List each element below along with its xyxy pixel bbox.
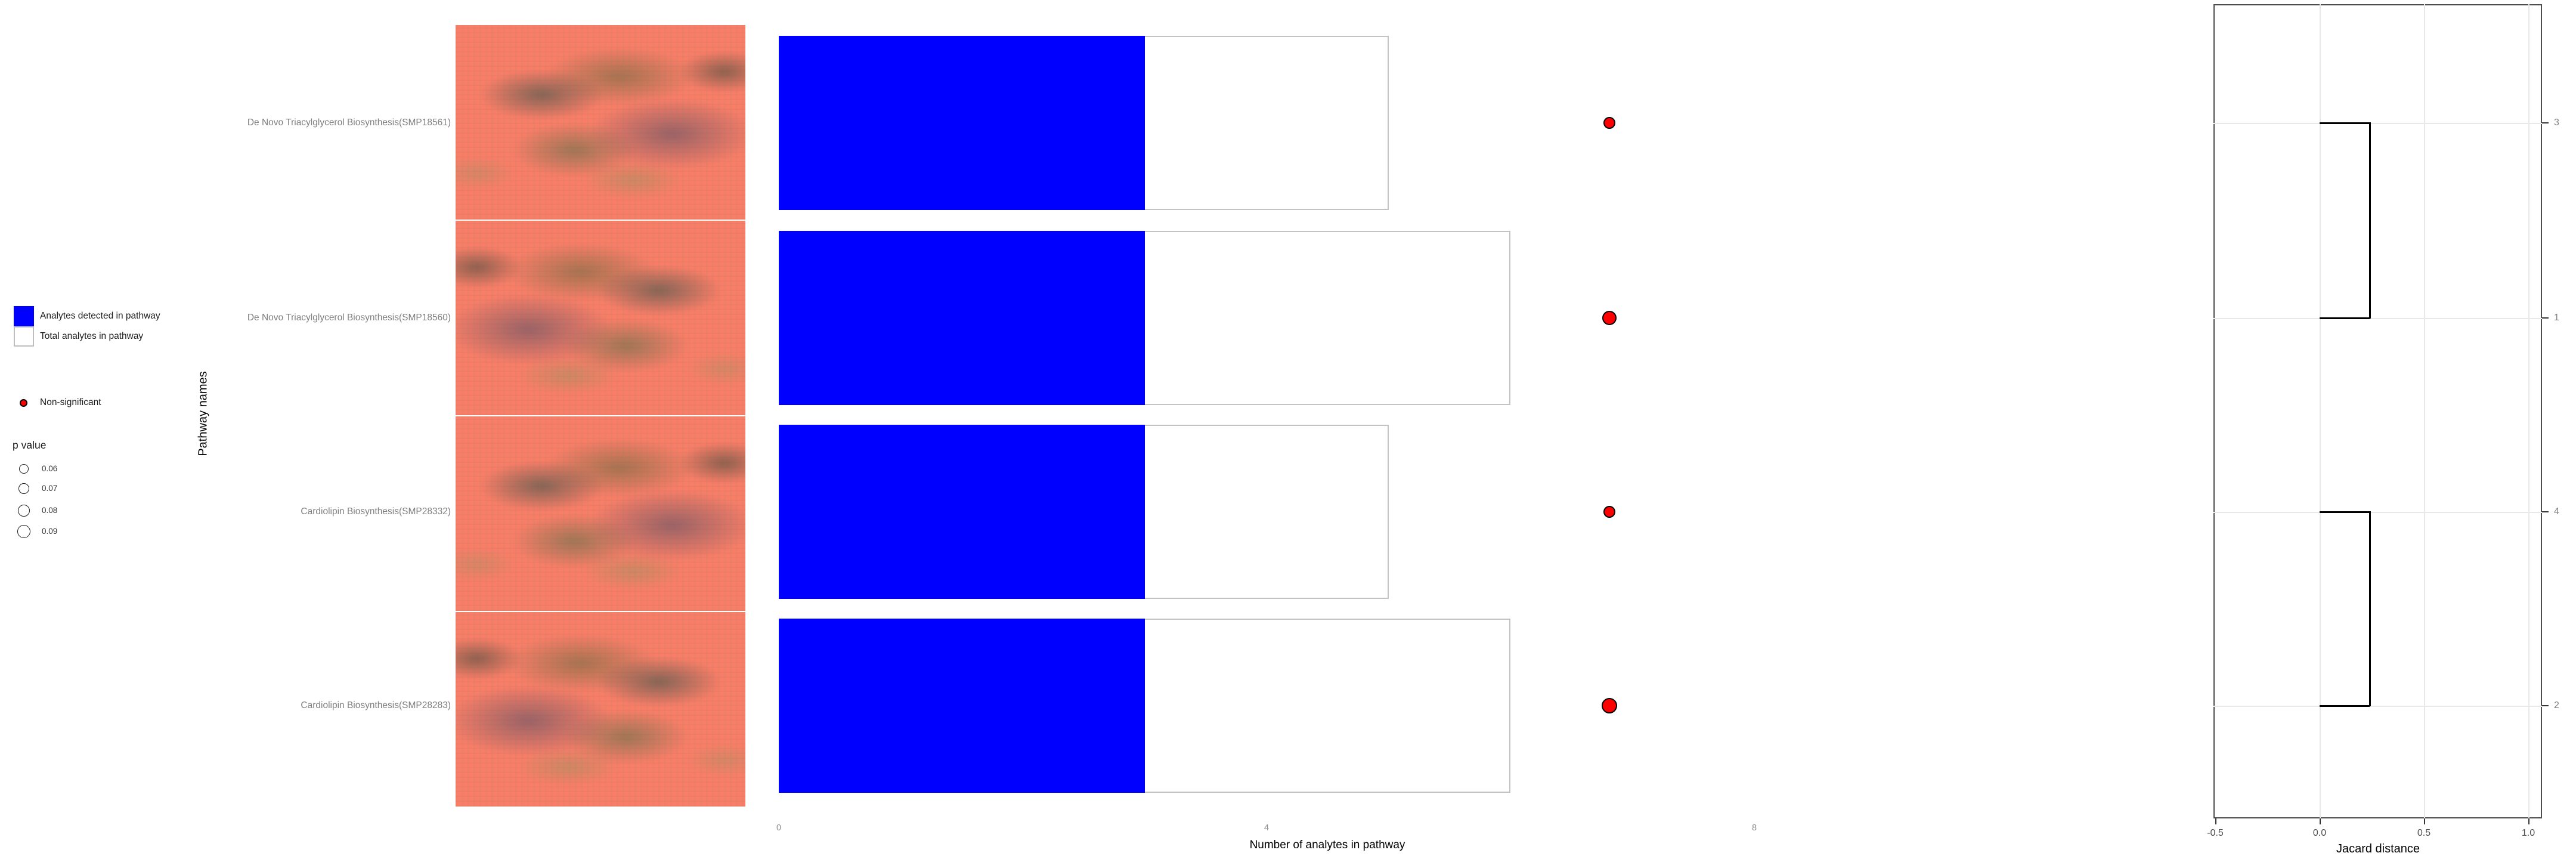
nonsignificant-dot — [1603, 117, 1615, 129]
dendrogram-gridline-v — [2424, 4, 2425, 818]
pathway-label: Cardiolipin Biosynthesis(SMP28332) — [301, 506, 451, 517]
pathway-thumbnail-image — [456, 221, 745, 415]
legend-nonsignificant-dot-icon — [20, 399, 27, 407]
dendrogram-branch — [2320, 317, 2370, 319]
dendrogram-branch — [2320, 511, 2370, 513]
pathway-label: De Novo Triacylglycerol Biosynthesis(SMP… — [247, 313, 451, 323]
bar-detected-analytes — [779, 619, 1145, 793]
pathway-label: Cardiolipin Biosynthesis(SMP28283) — [301, 700, 451, 710]
pvalue-circle-icon — [19, 464, 29, 474]
dendrogram-leaf-tick — [2542, 705, 2549, 706]
dendrogram-axis-tick-label: 1.0 — [2521, 828, 2535, 838]
pvalue-circle-icon — [17, 525, 30, 538]
pathway-thumbnail-image — [456, 416, 745, 611]
legend-label-detected: Analytes detected in pathway — [40, 311, 160, 321]
bar-detected-analytes — [779, 425, 1145, 599]
y-axis-title: Pathway names — [196, 371, 210, 456]
dendrogram-gridline-v — [2528, 4, 2529, 818]
dendrogram-branch — [2369, 122, 2371, 319]
dendrogram-gridline-h — [2213, 318, 2542, 319]
pvalue-circle-label: 0.06 — [42, 464, 58, 473]
pathway-label: De Novo Triacylglycerol Biosynthesis(SMP… — [247, 118, 451, 128]
pvalue-circle-label: 0.07 — [42, 484, 58, 493]
pvalue-circle-icon — [18, 505, 30, 517]
dendrogram-branch — [2320, 705, 2370, 707]
dendrogram-gridline-v — [2320, 4, 2321, 818]
dendrogram-branch — [2320, 122, 2370, 124]
dendrogram-leaf-tick — [2542, 317, 2549, 319]
legend-label-nonsignificant: Non-significant — [40, 397, 101, 407]
pvalue-circle-icon — [18, 483, 29, 494]
nonsignificant-dot — [1602, 311, 1617, 325]
dendrogram-panel — [2213, 4, 2542, 818]
dendrogram-axis-tick-label: -0.5 — [2207, 828, 2224, 838]
dendrogram-leaf-label: 3 — [2554, 118, 2559, 128]
pvalue-circle-label: 0.08 — [42, 506, 58, 515]
dendrogram-axis-tick-label: 0.5 — [2417, 828, 2431, 838]
pvalue-legend-title: p value — [13, 439, 47, 451]
dendrogram-axis-tick-label: 0.0 — [2312, 828, 2327, 838]
pathway-thumbnail-image — [456, 25, 745, 220]
x-axis-tick-label: 8 — [1751, 823, 1757, 833]
dendrogram-leaf-tick — [2542, 511, 2549, 512]
dendrogram-leaf-label: 1 — [2554, 313, 2559, 323]
bar-detected-analytes — [779, 231, 1145, 405]
dendrogram-gridline-h — [2213, 512, 2542, 513]
dendrogram-axis-tick — [2215, 818, 2216, 824]
nonsignificant-dot — [1603, 506, 1615, 518]
dendrogram-gridline-h — [2213, 123, 2542, 124]
pathway-thumbnail-image — [456, 612, 745, 807]
dendrogram-axis-tick — [2320, 818, 2321, 824]
dendrogram-gridline-h — [2213, 706, 2542, 707]
legend-swatch-total — [14, 326, 34, 347]
bar-detected-analytes — [779, 36, 1145, 210]
dendrogram-leaf-label: 2 — [2554, 700, 2559, 710]
x-axis-tick-label: 4 — [1264, 823, 1270, 833]
nonsignificant-dot — [1602, 698, 1617, 713]
dendrogram-axis-title: Jacard distance — [2336, 842, 2420, 855]
dendrogram-branch — [2369, 511, 2371, 706]
dendrogram-leaf-label: 4 — [2554, 506, 2559, 517]
dendrogram-axis-tick — [2424, 818, 2425, 824]
legend-swatch-detected — [14, 306, 34, 326]
x-axis-tick-label: 0 — [776, 823, 782, 833]
pvalue-circle-label: 0.09 — [42, 527, 58, 536]
dendrogram-axis-tick — [2528, 818, 2529, 824]
legend-label-total: Total analytes in pathway — [40, 331, 144, 341]
x-axis-title: Number of analytes in pathway — [1249, 839, 1405, 851]
dendrogram-leaf-tick — [2542, 122, 2549, 123]
